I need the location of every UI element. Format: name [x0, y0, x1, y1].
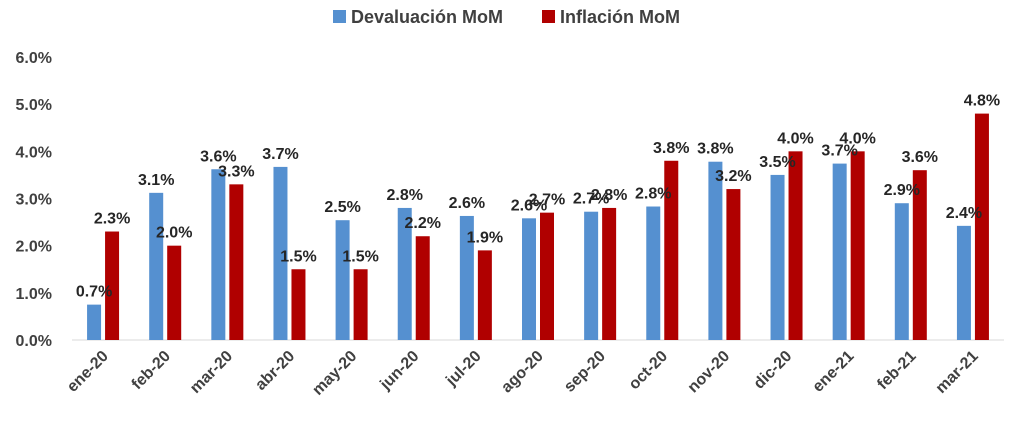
- label-devaluacion-mar-21: 2.4%: [946, 205, 982, 222]
- label-devaluacion-feb-21: 2.9%: [884, 182, 920, 199]
- x-tick-label: feb-21: [874, 348, 919, 393]
- legend-swatch-devaluacion: [333, 10, 346, 23]
- x-tick-label: sep-20: [561, 348, 609, 396]
- bar-devaluacion-jul-20: [459, 215, 474, 340]
- bar-inflacion-jun-20: [415, 236, 430, 340]
- bar-devaluacion-mar-20: [211, 169, 226, 340]
- label-inflacion-ene-20: 2.3%: [94, 211, 130, 228]
- y-tick-label: 6.0%: [16, 50, 52, 67]
- y-tick-label: 3.0%: [16, 192, 52, 209]
- label-devaluacion-abr-20: 3.7%: [262, 146, 298, 163]
- label-devaluacion-jun-20: 2.8%: [386, 187, 422, 204]
- label-inflacion-oct-20: 3.8%: [653, 140, 689, 157]
- label-inflacion-may-20: 1.5%: [342, 248, 378, 265]
- bar-inflacion-ene-20: [105, 231, 120, 340]
- y-tick-label: 2.0%: [16, 239, 52, 256]
- legend-label-inflacion: Inflación MoM: [560, 7, 680, 27]
- label-devaluacion-ene-20: 0.7%: [76, 284, 112, 301]
- x-tick-label: nov-20: [685, 348, 734, 397]
- bar-devaluacion-may-20: [335, 220, 350, 340]
- label-inflacion-feb-21: 3.6%: [902, 149, 938, 166]
- legend-swatch-inflacion: [542, 10, 555, 23]
- bar-inflacion-ago-20: [540, 212, 554, 340]
- y-tick-label: 0.0%: [16, 333, 52, 350]
- x-tick-label: mar-21: [933, 348, 982, 397]
- x-tick-label: jun-20: [377, 348, 423, 394]
- label-inflacion-dic-20: 4.0%: [777, 130, 813, 147]
- x-tick-label: mar-20: [187, 348, 236, 397]
- bars: [87, 113, 989, 340]
- y-tick-label: 4.0%: [16, 144, 52, 161]
- label-devaluacion-nov-20: 3.8%: [697, 141, 733, 158]
- x-tick-label: abr-20: [252, 348, 298, 394]
- bar-inflacion-mar-20: [229, 184, 244, 340]
- bar-inflacion-may-20: [353, 269, 368, 340]
- label-devaluacion-oct-20: 2.8%: [635, 186, 671, 203]
- bar-inflacion-nov-20: [726, 189, 741, 340]
- bar-devaluacion-ago-20: [522, 218, 536, 340]
- y-axis: 0.0% 1.0% 2.0% 3.0% 4.0% 5.0% 6.0%: [16, 50, 52, 350]
- bar-inflacion-feb-20: [167, 245, 182, 340]
- label-inflacion-ago-20: 2.7%: [529, 192, 565, 209]
- bar-inflacion-jul-20: [477, 250, 492, 340]
- label-devaluacion-ago-20: 2.6%: [511, 197, 547, 214]
- x-tick-label: ene-21: [810, 348, 858, 396]
- x-tick-label: ene-20: [64, 348, 112, 396]
- x-tick-label: oct-20: [626, 348, 671, 393]
- legend: Devaluación MoM Inflación MoM: [333, 7, 680, 27]
- y-tick-label: 5.0%: [16, 97, 52, 114]
- bar-devaluacion-jun-20: [397, 207, 412, 340]
- label-devaluacion-ene-21: 3.7%: [821, 143, 857, 160]
- label-devaluacion-sep-20: 2.7%: [573, 191, 609, 208]
- x-tick-label: feb-20: [129, 348, 174, 393]
- bar-devaluacion-sep-20: [584, 211, 599, 340]
- label-inflacion-feb-20: 2.0%: [156, 225, 192, 242]
- label-inflacion-jul-20: 1.9%: [467, 229, 503, 246]
- label-inflacion-nov-20: 3.2%: [715, 168, 751, 185]
- x-tick-label: ago-20: [498, 348, 547, 397]
- bar-devaluacion-feb-20: [149, 192, 164, 340]
- bar-inflacion-oct-20: [664, 160, 679, 340]
- label-inflacion-jun-20: 2.2%: [404, 215, 440, 232]
- y-tick-label: 1.0%: [16, 286, 52, 303]
- bar-devaluacion-dic-20: [770, 174, 785, 340]
- label-inflacion-abr-20: 1.5%: [280, 248, 316, 265]
- bar-inflacion-mar-21: [974, 113, 989, 340]
- bar-inflacion-abr-20: [291, 269, 306, 340]
- label-inflacion-mar-21: 4.8%: [964, 93, 1000, 110]
- bar-devaluacion-nov-20: [708, 161, 723, 340]
- x-tick-label: jul-20: [442, 348, 484, 390]
- label-devaluacion-may-20: 2.5%: [324, 199, 360, 216]
- label-devaluacion-jul-20: 2.6%: [449, 195, 485, 212]
- bar-devaluacion-oct-20: [646, 206, 661, 340]
- bar-inflacion-ene-21: [850, 151, 865, 340]
- label-inflacion-mar-20: 3.3%: [218, 163, 254, 180]
- bar-devaluacion-abr-20: [273, 166, 288, 340]
- bar-devaluacion-ene-21: [832, 163, 847, 340]
- bar-devaluacion-ene-20: [87, 304, 102, 340]
- bar-devaluacion-mar-21: [956, 225, 971, 340]
- label-devaluacion-feb-20: 3.1%: [138, 172, 174, 189]
- bar-inflacion-sep-20: [602, 207, 617, 340]
- label-inflacion-ene-21: 4.0%: [839, 130, 875, 147]
- legend-label-devaluacion: Devaluación MoM: [351, 7, 503, 27]
- label-inflacion-sep-20: 2.8%: [591, 187, 627, 204]
- bar-inflacion-dic-20: [788, 151, 803, 340]
- x-tick-label: dic-20: [751, 348, 796, 393]
- x-axis: ene-20 feb-20 mar-20 abr-20 may-20 jun-20 jul-…: [64, 348, 982, 399]
- bar-inflacion-feb-21: [912, 170, 927, 340]
- data-labels: 0.7%2.3%3.1%2.0%3.6%3.3%3.7%1.5%2.5%1.5%…: [76, 93, 1000, 301]
- label-devaluacion-dic-20: 3.5%: [759, 154, 795, 171]
- bar-devaluacion-feb-21: [894, 203, 909, 340]
- x-tick-label: may-20: [309, 348, 360, 399]
- label-devaluacion-mar-20: 3.6%: [200, 148, 236, 165]
